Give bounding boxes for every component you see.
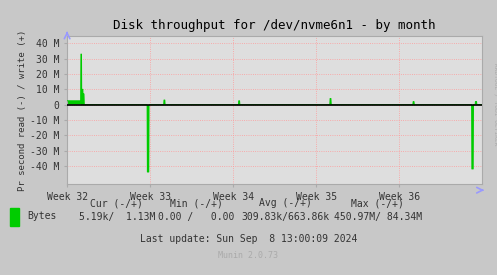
- Text: Cur (-/+): Cur (-/+): [90, 198, 143, 208]
- Text: RRDTOOL / TOBI OETIKER: RRDTOOL / TOBI OETIKER: [494, 63, 497, 146]
- Text: 5.19k/  1.13M: 5.19k/ 1.13M: [79, 212, 155, 222]
- Y-axis label: Pr second read (-) / write (+): Pr second read (-) / write (+): [18, 29, 27, 191]
- Text: 0.00 /   0.00: 0.00 / 0.00: [158, 212, 235, 222]
- Text: Avg (-/+): Avg (-/+): [259, 198, 312, 208]
- Text: Last update: Sun Sep  8 13:00:09 2024: Last update: Sun Sep 8 13:00:09 2024: [140, 234, 357, 244]
- Text: Munin 2.0.73: Munin 2.0.73: [219, 251, 278, 260]
- Text: 450.97M/ 84.34M: 450.97M/ 84.34M: [333, 212, 422, 222]
- Text: Max (-/+): Max (-/+): [351, 198, 404, 208]
- Title: Disk throughput for /dev/nvme6n1 - by month: Disk throughput for /dev/nvme6n1 - by mo…: [113, 19, 436, 32]
- Text: Bytes: Bytes: [27, 211, 57, 221]
- Text: 309.83k/663.86k: 309.83k/663.86k: [242, 212, 330, 222]
- Text: Min (-/+): Min (-/+): [170, 198, 223, 208]
